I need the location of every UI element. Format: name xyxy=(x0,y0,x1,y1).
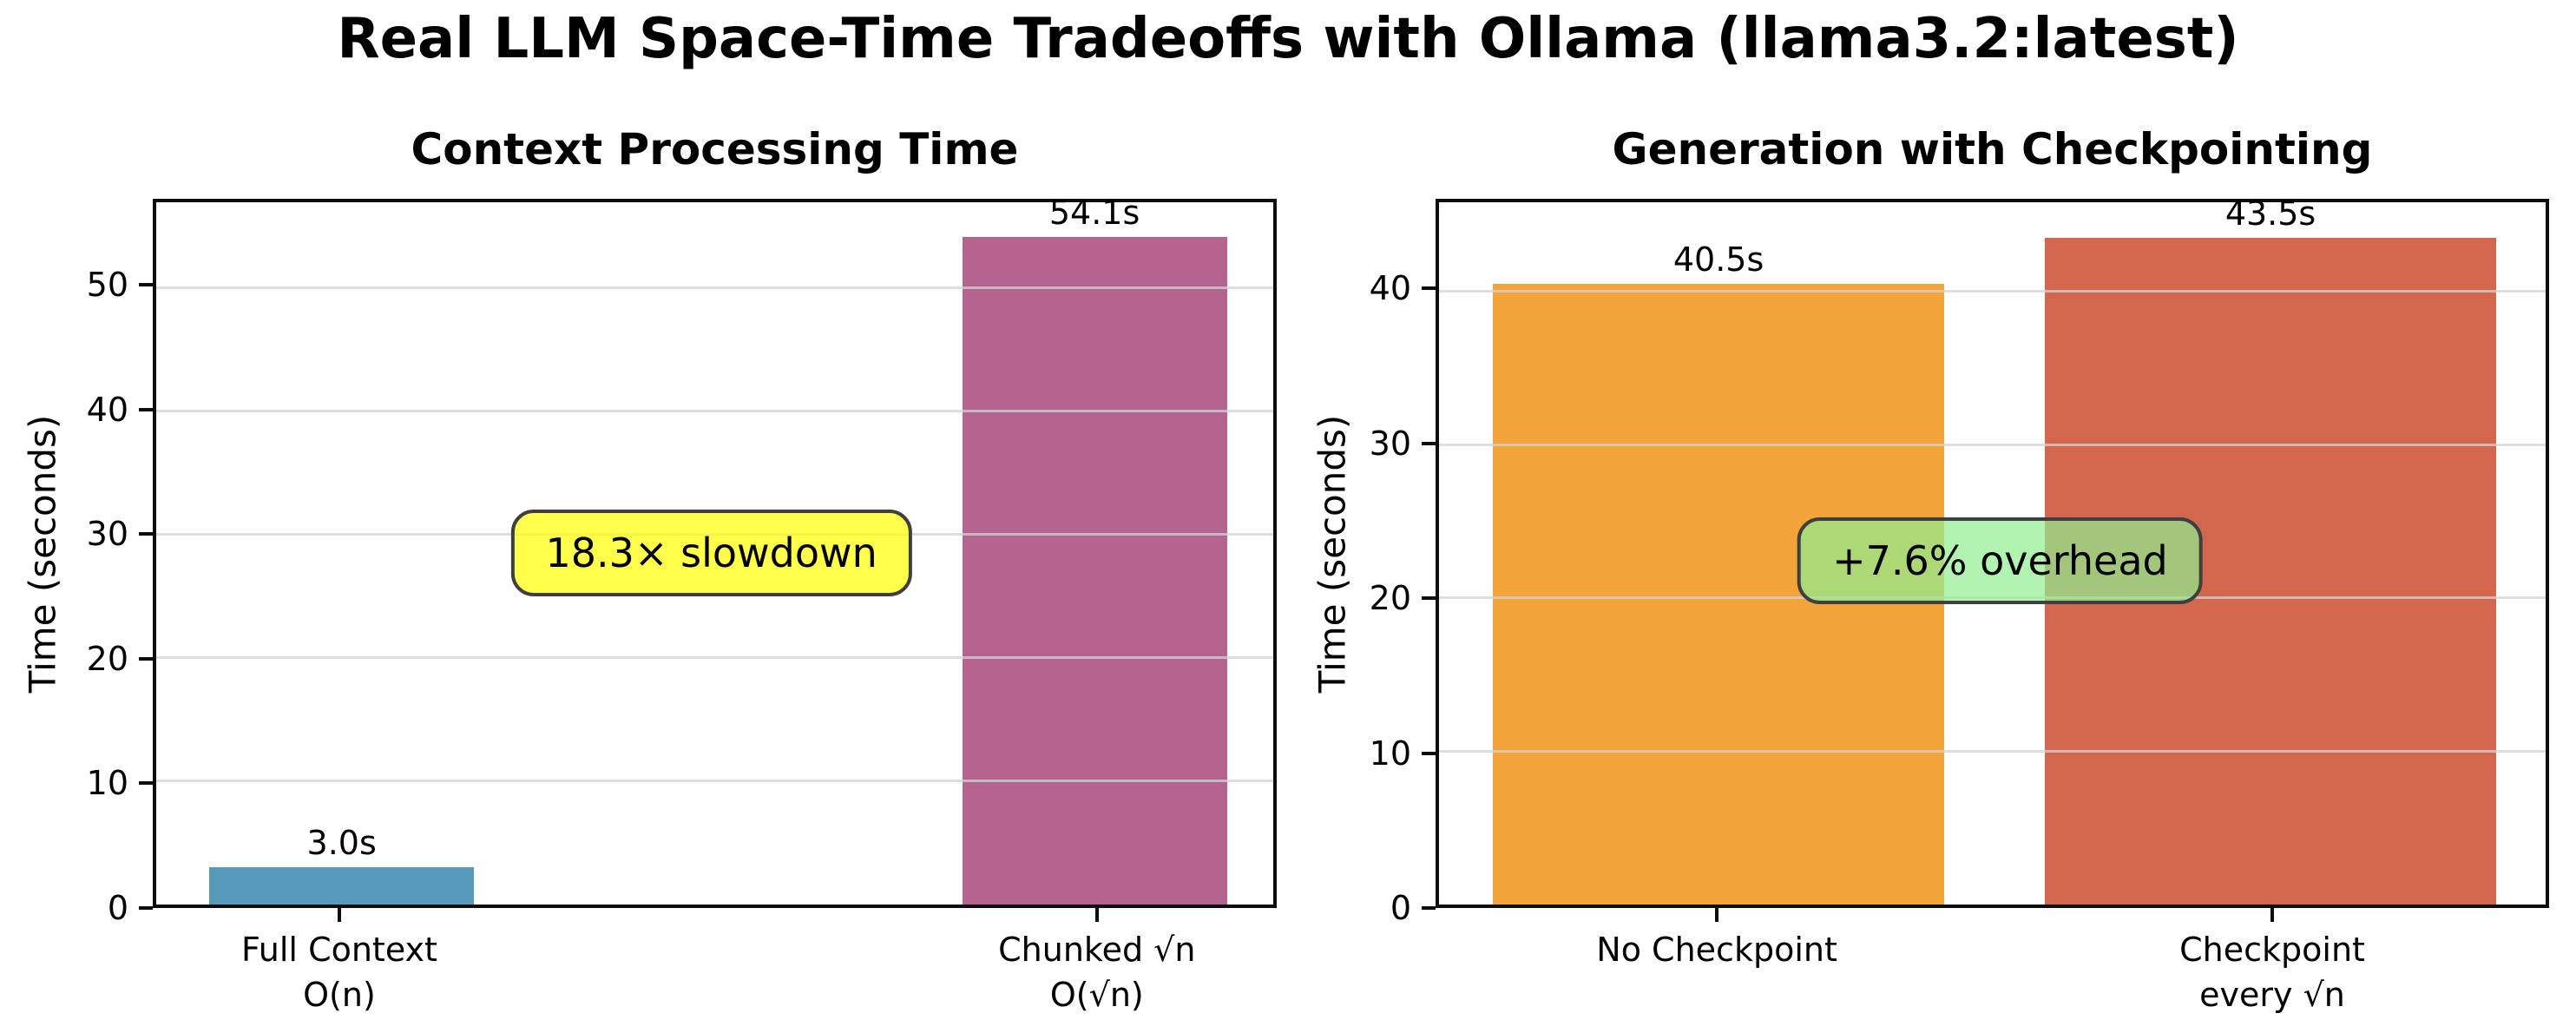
left-bar-1 xyxy=(962,236,1227,905)
left-bar-value-label-1: 54.1s xyxy=(1048,193,1140,232)
left-y-tick-mark-0 xyxy=(139,906,153,910)
right-y-tick-label-40: 40 xyxy=(1369,269,1411,308)
right-x-tick-mark-0 xyxy=(1715,908,1719,922)
right-y-tick-label-20: 20 xyxy=(1369,579,1411,618)
right-x-tick-mark-1 xyxy=(2270,908,2275,922)
right-bar-value-label-0: 40.5s xyxy=(1672,240,1764,279)
left-plot-title: Context Processing Time xyxy=(411,124,1019,174)
left-x-tick-label-line: Full Context xyxy=(241,931,437,969)
left-y-tick-mark-40 xyxy=(139,407,153,411)
left-x-tick-label-line: Chunked √n xyxy=(998,931,1196,969)
left-y-tick-label-50: 50 xyxy=(86,266,128,305)
left-x-tick-label-line: O(√n) xyxy=(1049,976,1144,1014)
left-annotation-box: 18.3× slowdown xyxy=(510,509,912,596)
left-gridline-20 xyxy=(156,656,1273,660)
right-x-tick-label-line: Checkpoint xyxy=(2179,931,2365,969)
right-x-tick-label-0: No Checkpoint xyxy=(1596,927,1837,972)
left-y-tick-label-40: 40 xyxy=(86,390,128,429)
right-x-tick-label-1: Checkpoint every √n xyxy=(2179,927,2365,1017)
right-x-tick-label-line: No Checkpoint xyxy=(1596,931,1837,969)
left-annotation-text: 18.3× slowdown xyxy=(545,529,877,576)
right-y-tick-mark-20 xyxy=(1422,596,1436,601)
right-annotation-text: +7.6% overhead xyxy=(1832,536,2168,584)
left-x-tick-label-line: O(n) xyxy=(303,976,376,1014)
right-x-tick-label-line: every √n xyxy=(2199,976,2345,1014)
left-y-axis-label: Time (seconds) xyxy=(21,414,64,693)
left-y-tick-label-30: 30 xyxy=(86,515,128,554)
left-y-tick-label-0: 0 xyxy=(107,889,128,927)
left-y-tick-mark-10 xyxy=(139,781,153,786)
left-gridline-50 xyxy=(156,286,1273,289)
right-annotation-box: +7.6% overhead xyxy=(1797,516,2203,604)
left-x-tick-mark-1 xyxy=(1094,908,1099,922)
left-x-tick-label-0: Full Context O(n) xyxy=(241,927,437,1017)
left-gridline-40 xyxy=(156,409,1273,412)
left-x-tick-mark-0 xyxy=(337,908,341,922)
left-y-tick-mark-30 xyxy=(139,532,153,536)
left-y-tick-mark-20 xyxy=(139,656,153,661)
left-y-tick-label-10: 10 xyxy=(86,764,128,803)
right-gridline-40 xyxy=(1439,289,2546,293)
right-y-tick-mark-10 xyxy=(1422,751,1436,755)
right-gridline-30 xyxy=(1439,443,2546,446)
left-gridline-10 xyxy=(156,780,1273,783)
right-y-tick-label-30: 30 xyxy=(1369,424,1411,463)
left-bar-0 xyxy=(209,867,475,905)
left-x-tick-label-1: Chunked √n O(√n) xyxy=(998,927,1195,1017)
right-y-tick-mark-30 xyxy=(1422,441,1436,445)
left-y-tick-mark-50 xyxy=(139,283,153,287)
right-y-tick-label-0: 0 xyxy=(1390,889,1411,927)
left-y-tick-label-20: 20 xyxy=(86,639,128,678)
figure-title: Real LLM Space-Time Tradeoffs with Ollam… xyxy=(337,7,2239,71)
right-y-tick-label-10: 10 xyxy=(1369,734,1411,773)
right-y-tick-mark-0 xyxy=(1422,906,1436,910)
left-bar-value-label-0: 3.0s xyxy=(306,824,377,863)
right-axes: 40.5s 43.5s +7.6% overhead xyxy=(1436,194,2549,908)
right-bar-value-label-1: 43.5s xyxy=(2224,194,2316,233)
right-plot-title: Generation with Checkpointing xyxy=(1612,124,2373,174)
left-axes: 3.0s 54.1s 18.3× slowdown xyxy=(153,195,1277,908)
right-y-axis-label: Time (seconds) xyxy=(1311,414,1354,693)
right-gridline-10 xyxy=(1439,749,2546,753)
right-y-tick-mark-40 xyxy=(1422,286,1436,291)
